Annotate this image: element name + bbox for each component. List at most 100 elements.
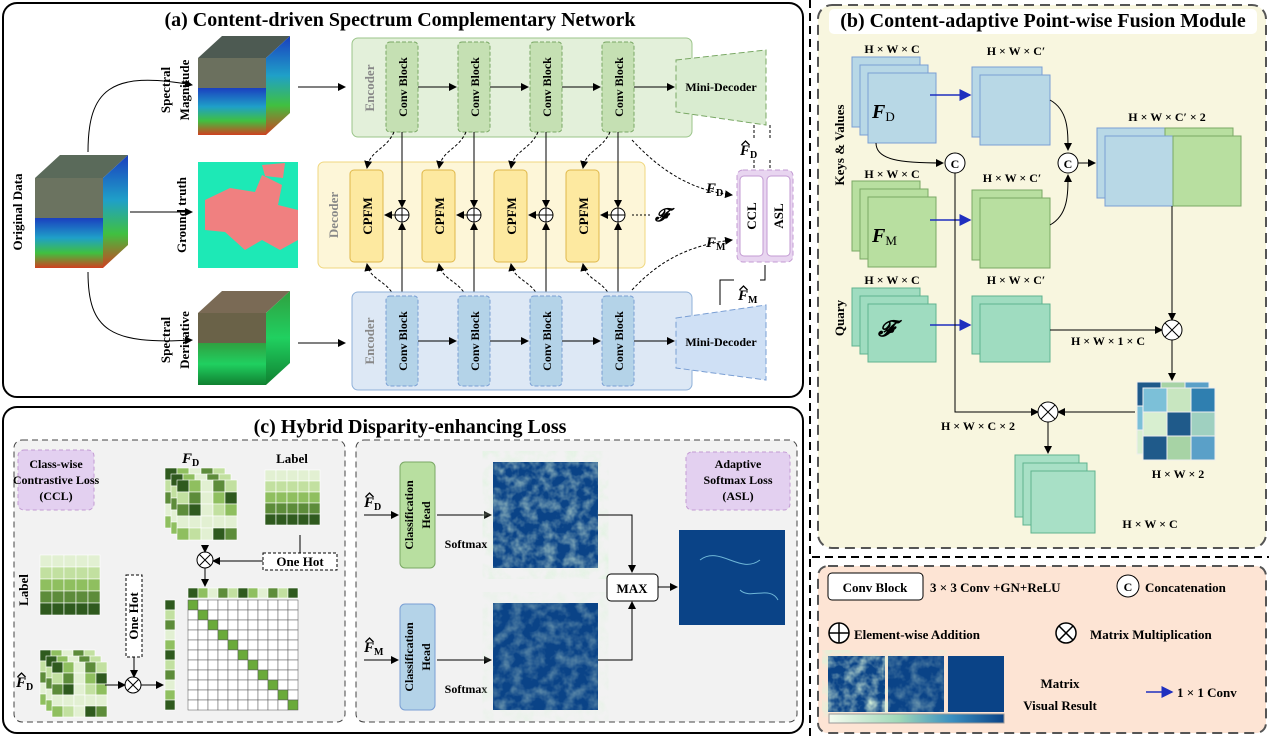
row-strip (187, 587, 299, 599)
mini-decoder-top (675, 49, 767, 126)
spectral-magnitude-label-1: Spectral (158, 67, 173, 114)
concat-icon-1 (944, 152, 966, 174)
heatmap-result (679, 530, 785, 625)
original-data-cube (35, 155, 128, 268)
one-hot-box-left (125, 574, 143, 658)
asl-label: ASL (771, 203, 786, 229)
f-d-label: FD (705, 181, 723, 199)
classification-head-d (399, 461, 436, 569)
classification-head-m-label-1: Classification (402, 622, 416, 692)
heatmap-m (493, 603, 598, 710)
spectral-derivative-label-2: Derivative (177, 311, 192, 369)
asl-title-box (685, 451, 791, 511)
fhat-d-label-c: FD (15, 675, 33, 693)
legend-multiplication-icon (1055, 622, 1077, 644)
ccl-title-1: Class-wise (29, 457, 83, 471)
similarity-matrix (187, 599, 299, 711)
encoder-bottom-label: Encoder (362, 317, 377, 364)
hat-accent-icon (365, 637, 374, 643)
feature-stack-query (851, 287, 937, 363)
mini-decoder-top-label: Mini-Decoder (685, 80, 757, 94)
panel-a: (a) Content-driven Spectrum Complementar… (2, 2, 804, 398)
legend-multiplication: Matrix Multiplication (1090, 627, 1212, 642)
hat-accent-icon (365, 492, 374, 498)
cpfm-label: CPFM (360, 197, 375, 235)
dim-fd-prime: H × W × C′ (987, 44, 1046, 58)
concat-icon-2 (1057, 152, 1079, 174)
hat-accent-icon (17, 672, 26, 678)
panel-b-title: (b) Content-adaptive Point-wise Fusion M… (840, 10, 1246, 32)
f-m-label: FM (705, 235, 726, 253)
dim-query: H × W × 1 × C (1071, 334, 1145, 348)
conv-block-bottom-label: Conv Block (612, 311, 626, 371)
cpfm-block (493, 169, 528, 263)
cpfm-block (421, 169, 456, 263)
legend-concat-symbol: C (1124, 580, 1133, 594)
panel-c-title: (c) Hybrid Disparity-enhancing Loss (254, 416, 567, 438)
asl-title-2: Softmax Loss (703, 473, 772, 487)
cpfm-block (349, 169, 384, 263)
dim-q: H × W × C (864, 273, 919, 287)
conv-block-bottom (529, 295, 563, 387)
spectral-magnitude-cube (198, 36, 290, 135)
output-stack (1014, 454, 1096, 534)
conv-block-top (385, 41, 419, 133)
legend-addition: Element-wise Addition (854, 627, 981, 642)
dim-q-prime: H × W × C′ (987, 273, 1046, 287)
concat-symbol-2: C (1064, 157, 1073, 171)
conv-block-top (457, 41, 491, 133)
dim-fd: H × W × C (864, 42, 919, 56)
query-label: Quary (832, 299, 847, 336)
label-grid-left (39, 554, 101, 616)
panel-c: (c) Hybrid Disparity-enhancing Loss Clas… (2, 406, 804, 734)
addition-icon (610, 207, 626, 223)
hat-accent-icon (739, 285, 748, 291)
panel-a-title: (a) Content-driven Spectrum Complementar… (164, 9, 636, 31)
softmax-label-m: Softmax (445, 682, 488, 696)
dim-fm: H × W × C (864, 167, 919, 181)
cpfm-label: CPFM (432, 197, 447, 235)
conv-block-bottom-label: Conv Block (540, 311, 554, 371)
one-hot-label-top: One Hot (276, 554, 324, 569)
feature-grid-fd (176, 479, 238, 541)
decoder-label: Decoder (326, 192, 341, 238)
legend-concat-icon (1116, 574, 1140, 598)
legend-conv-desc: 3 × 3 Conv +GN+ReLU (930, 580, 1061, 595)
dim-concat: H × W × C′ × 2 (1128, 110, 1205, 124)
ccl-title-3: (CCL) (39, 489, 72, 503)
legend-concatenation: Concatenation (1145, 580, 1227, 595)
ground-truth-image (198, 162, 298, 268)
conv-block-top-label: Conv Block (396, 57, 410, 117)
conv-block-top (529, 41, 563, 133)
cpfm-label: CPFM (504, 197, 519, 235)
feature-stack-fd (851, 56, 937, 144)
legend-colorbar (828, 713, 1005, 724)
multiplication-icon (1037, 401, 1059, 423)
label-title-top: Label (276, 451, 308, 466)
spectral-magnitude-label-2: Magnitude (177, 59, 192, 120)
legend-matrix: Matrix (1041, 676, 1080, 691)
softmax-label-d: Softmax (445, 537, 488, 551)
keys-values-label: Keys & Values (832, 105, 847, 186)
encoder-top-label: Encoder (362, 64, 377, 111)
legend-heatmaps (828, 656, 1004, 712)
label-grid-top (264, 469, 321, 526)
conv-block-top-label: Conv Block (612, 57, 626, 117)
legend-addition-icon (828, 622, 850, 644)
cpfm-label: CPFM (576, 197, 591, 235)
concat-stack (1096, 127, 1242, 207)
legend-conv-block (827, 572, 924, 601)
classification-head-m (399, 603, 436, 711)
classification-head-m-label-2: Head (419, 643, 433, 671)
multiplication-icon (124, 676, 142, 694)
legend: Conv Block 3 × 3 Conv +GN+ReLU C Concate… (817, 565, 1267, 734)
mini-decoder-bottom-label: Mini-Decoder (685, 335, 757, 349)
addition-icon (466, 207, 482, 223)
f-d-label-c: FD (181, 451, 199, 469)
conv-block-bottom-label: Conv Block (468, 311, 482, 371)
dim-out: H × W × C (1122, 517, 1177, 531)
multiplication-icon (1161, 319, 1183, 341)
legend-conv-block-label: Conv Block (843, 580, 908, 595)
label-title-left: Label (16, 574, 31, 606)
